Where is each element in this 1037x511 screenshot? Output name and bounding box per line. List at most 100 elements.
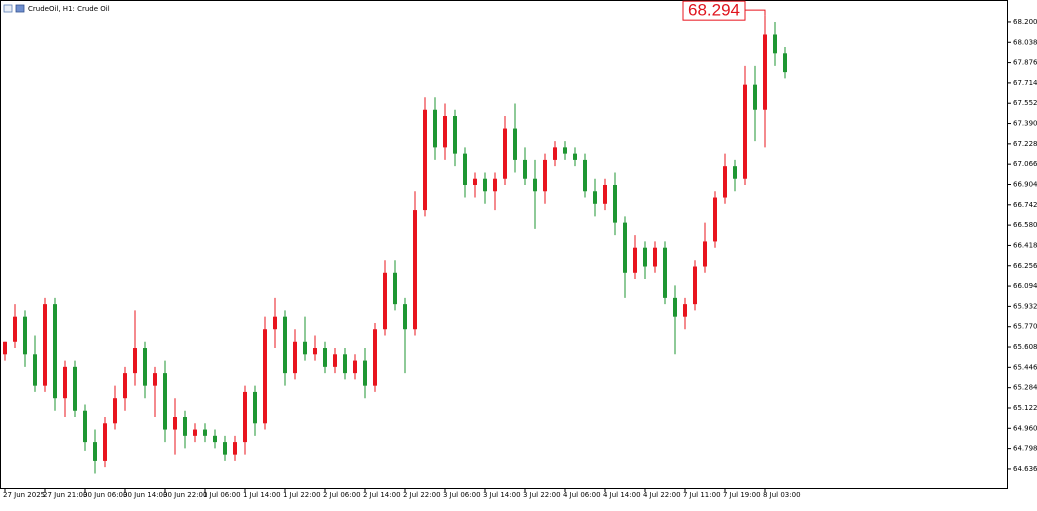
candle-body	[663, 247, 667, 298]
y-tick-label: 65.446	[1013, 363, 1037, 371]
y-tick-label: 66.742	[1013, 201, 1037, 209]
y-tick-label: 67.876	[1013, 59, 1037, 67]
x-tick-label: 8 Jul 03:00	[763, 491, 801, 499]
candle-body	[193, 429, 197, 436]
candle-body	[623, 222, 627, 273]
candle-body	[543, 159, 547, 192]
candle-body	[43, 304, 47, 386]
y-tick-label: 66.904	[1013, 180, 1037, 188]
candle-body	[723, 166, 727, 198]
candle-body	[223, 442, 227, 455]
candle-body	[353, 360, 357, 374]
y-tick-label: 68.200	[1013, 18, 1037, 26]
x-tick-label: 2 Jul 06:00	[323, 491, 361, 499]
chart-icon[interactable]	[15, 4, 25, 13]
menu-icon[interactable]	[3, 4, 13, 13]
candle-body	[33, 354, 37, 386]
x-tick-label: 3 Jul 22:00	[523, 491, 561, 499]
candle-body	[163, 373, 167, 430]
candle-body	[213, 435, 217, 443]
y-tick-label: 66.580	[1013, 221, 1037, 229]
annotation-box	[682, 0, 746, 21]
plot-border	[0, 0, 1008, 489]
candle-body	[693, 266, 697, 305]
candle-body	[593, 191, 597, 204]
candle-body	[313, 348, 317, 355]
candle-body	[643, 247, 647, 267]
x-tick-label: 27 Jun 2025	[3, 491, 45, 499]
y-tick-label: 65.770	[1013, 323, 1037, 331]
candle-body	[133, 348, 137, 374]
y-tick-label: 65.932	[1013, 302, 1037, 310]
candle-body	[533, 178, 537, 192]
y-tick-label: 66.256	[1013, 262, 1037, 270]
candle-body	[403, 304, 407, 330]
candle-body	[303, 341, 307, 355]
candle-body	[473, 178, 477, 185]
candle-body	[383, 272, 387, 330]
x-tick-label: 30 Jun 14:00	[123, 491, 167, 499]
x-tick-label: 7 Jul 19:00	[723, 491, 761, 499]
x-tick-label: 4 Jul 14:00	[603, 491, 641, 499]
candle-body	[343, 354, 347, 374]
candle-body	[613, 184, 617, 223]
candle-body	[143, 348, 147, 386]
candle-body	[713, 197, 717, 242]
candle-body	[513, 128, 517, 160]
candle-body	[113, 398, 117, 424]
x-tick-label: 4 Jul 06:00	[563, 491, 601, 499]
candle-body	[483, 178, 487, 192]
candle-body	[323, 348, 327, 367]
candle-body	[493, 178, 497, 192]
candle-body	[683, 304, 687, 317]
x-tick-label: 1 Jul 14:00	[243, 491, 281, 499]
candle-body	[83, 410, 87, 443]
candle-body	[183, 417, 187, 436]
candle-body	[23, 316, 27, 355]
candle-body	[433, 109, 437, 148]
y-tick-label: 67.228	[1013, 140, 1037, 148]
candle-body	[633, 247, 637, 273]
x-tick-label: 2 Jul 14:00	[363, 491, 401, 499]
y-tick-label: 65.608	[1013, 343, 1037, 351]
y-tick-label: 64.960	[1013, 424, 1037, 432]
candle-body	[123, 373, 127, 399]
y-tick-label: 64.636	[1013, 465, 1037, 473]
candle-body	[153, 373, 157, 386]
candle-body	[3, 341, 7, 355]
y-tick-label: 67.390	[1013, 120, 1037, 128]
candle-body	[273, 316, 277, 330]
candle-body	[413, 210, 417, 330]
x-tick-label: 30 Jun 06:00	[83, 491, 127, 499]
candle-body	[453, 116, 457, 154]
x-tick-label: 4 Jul 22:00	[643, 491, 681, 499]
y-tick-label: 66.094	[1013, 282, 1037, 290]
candle-body	[443, 116, 447, 148]
candle-body	[243, 391, 247, 443]
x-tick-label: 1 Jul 22:00	[283, 491, 321, 499]
candle-body	[523, 159, 527, 179]
candle-body	[773, 34, 777, 54]
y-tick-label: 66.418	[1013, 241, 1037, 249]
candle-body	[423, 109, 427, 211]
candle-body	[583, 159, 587, 192]
candle-body	[203, 429, 207, 436]
y-tick-label: 65.122	[1013, 404, 1037, 412]
candle-body	[673, 297, 677, 317]
x-tick-label: 1 Jul 06:00	[203, 491, 241, 499]
x-tick-label: 7 Jul 11:00	[683, 491, 721, 499]
x-tick-label: 3 Jul 06:00	[443, 491, 481, 499]
candle-body	[393, 272, 397, 305]
x-tick-label: 30 Jun 22:00	[163, 491, 207, 499]
candle-body	[763, 34, 767, 110]
chart-title: CrudeOil, H1: Crude Oil	[28, 5, 110, 13]
y-tick-label: 67.714	[1013, 79, 1037, 87]
annotation: 68.294	[688, 1, 740, 20]
candle-body	[753, 84, 757, 110]
candle-body	[283, 316, 287, 374]
candle-body	[63, 366, 67, 399]
candle-body	[363, 360, 367, 386]
candle-body	[703, 241, 707, 267]
candle-body	[783, 53, 787, 73]
